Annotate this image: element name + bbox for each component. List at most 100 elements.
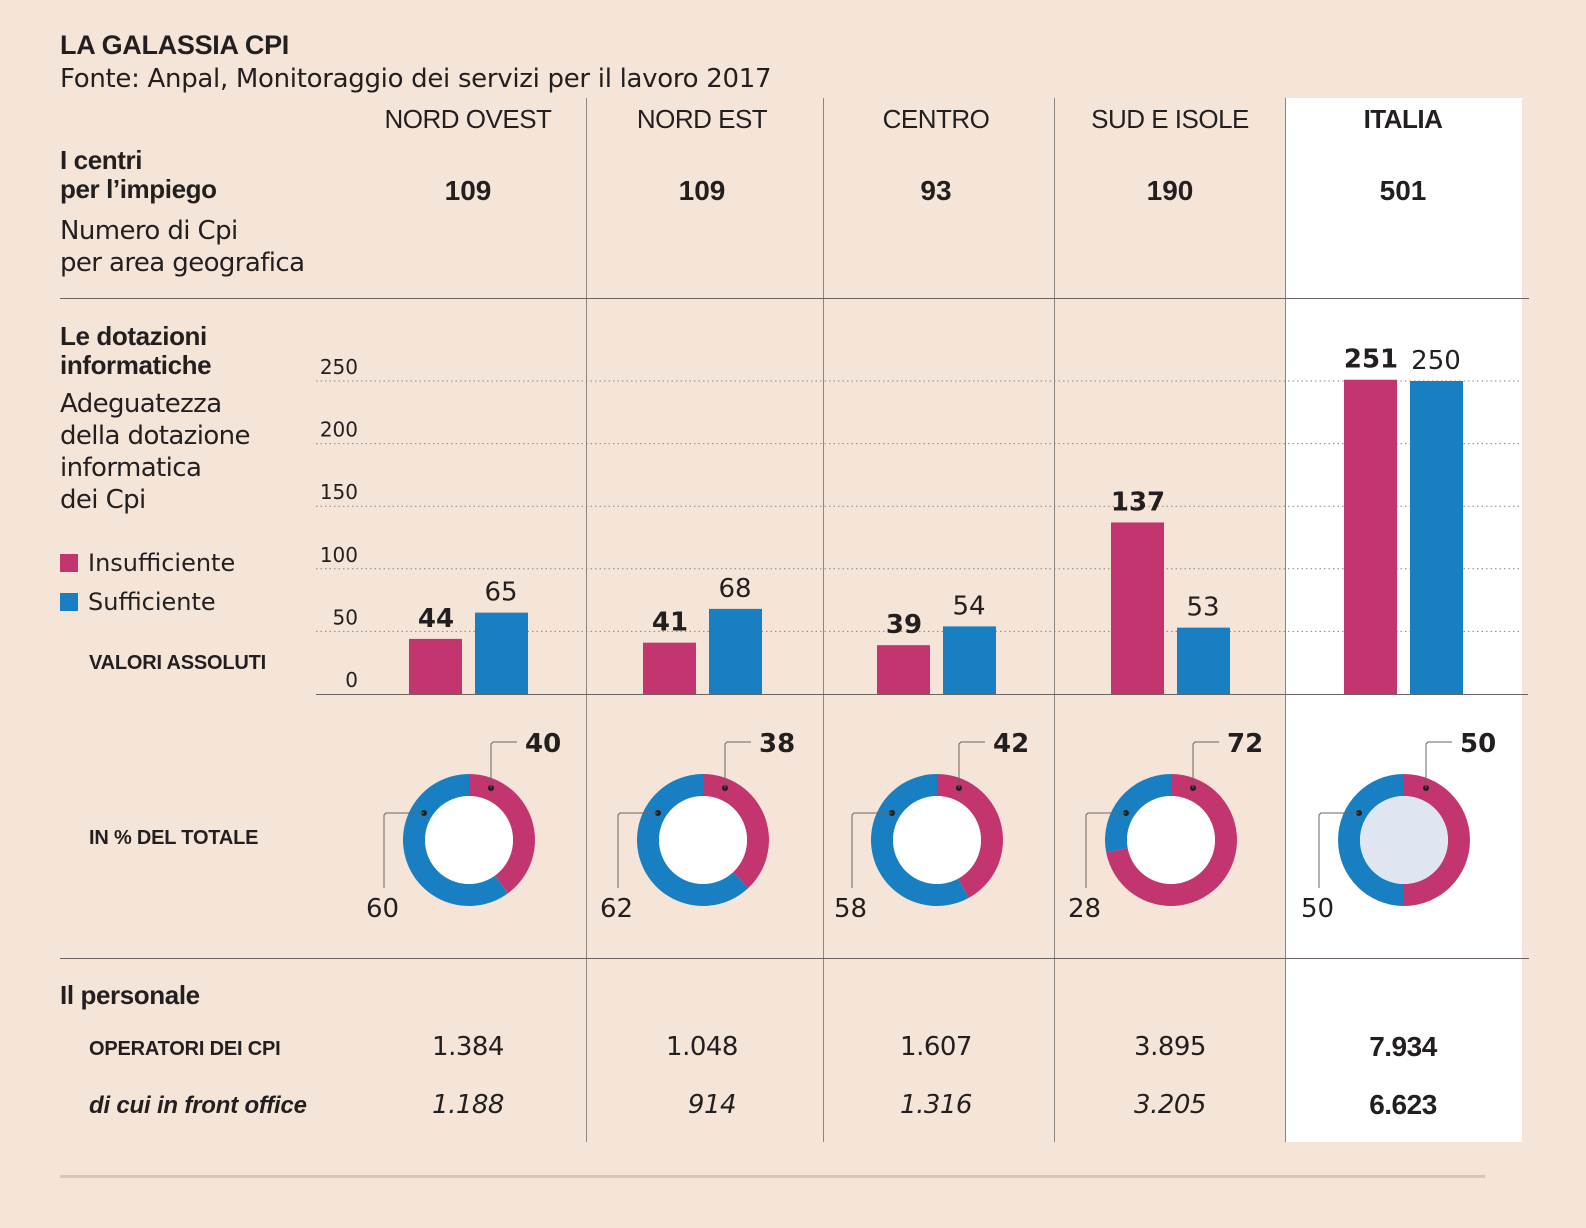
legend-item-sufficiente: Sufficiente: [60, 588, 216, 616]
bar-insufficiente: [1344, 379, 1397, 694]
donut-slice-insufficiente: [1106, 774, 1237, 907]
y-tick-label: 200: [320, 418, 358, 442]
bar-value-label-insufficiente: 137: [1111, 487, 1165, 517]
section-desc-line: Adeguatezza: [60, 389, 222, 419]
section-title-centri: I centri per l’impiego: [60, 146, 217, 204]
y-tick-label: 50: [333, 605, 358, 629]
section-desc-line: dei Cpi: [60, 485, 146, 515]
donut-center: [893, 796, 981, 884]
section-divider: [60, 958, 1529, 959]
column-header-nord-ovest: NORD OVEST: [384, 104, 552, 134]
column-header-nord-est: NORD EST: [636, 104, 768, 134]
section-title-line: per l’impiego: [60, 174, 217, 204]
bars-caption: VALORI ASSOLUTI: [89, 652, 267, 674]
bar-value-label-insufficiente: 251: [1344, 345, 1398, 375]
donut-label-sufficiente: 60: [366, 894, 399, 924]
bar-insufficiente: [643, 642, 696, 694]
bar-value-label-sufficiente: 53: [1186, 593, 1219, 623]
bar-value-label-insufficiente: 44: [418, 604, 454, 634]
front-office-italia: 6.623: [1369, 1089, 1437, 1120]
donut-charts: 40 60 38 62 42 58 72 28 50 50: [366, 729, 1496, 924]
section-desc-centri: Numero di Cpi per area geografica: [60, 215, 305, 279]
section-title-line: informatiche: [60, 350, 212, 380]
bar-chart-bars: 44 65 41 68 39 54 137 53 251 250: [409, 345, 1463, 694]
cpi-count-nord-est: 109: [678, 175, 726, 206]
donut-slice-insufficiente: [937, 774, 1003, 898]
chart-title: LA GALASSIA CPI: [60, 30, 290, 60]
operatori-centro: 1.607: [900, 1032, 972, 1062]
bar-sufficiente: [943, 626, 996, 694]
leader-line: [958, 741, 985, 788]
leader-line: [617, 812, 658, 888]
bar-insufficiente: [409, 638, 462, 694]
bar-value-label-sufficiente: 250: [1411, 346, 1461, 376]
section-desc-dotazioni: Adeguatezza della dotazione informatica …: [60, 388, 251, 516]
section-title-line: Le dotazioni: [60, 321, 207, 351]
front-office-centro: 1.316: [900, 1090, 972, 1120]
front-office-nord-ovest: 1.188: [432, 1090, 504, 1120]
donut-slice-insufficiente: [703, 774, 769, 889]
cpi-count-nord-ovest: 109: [444, 175, 492, 206]
section-desc-line: per area geografica: [60, 248, 305, 278]
cpi-count-centro: 93: [920, 175, 952, 206]
legend-label: Insufficiente: [88, 549, 236, 577]
bar-sufficiente: [475, 612, 528, 694]
donut-center: [425, 796, 513, 884]
italia-highlight-panel: [1285, 98, 1522, 1142]
operatori-nord-est: 1.048: [666, 1032, 738, 1062]
leader-line: [383, 812, 424, 888]
y-tick-label: 0: [345, 668, 358, 692]
bar-sufficiente: [1177, 627, 1230, 694]
legend-item-insufficiente: Insufficiente: [60, 549, 235, 577]
donut-label-sufficiente: 28: [1068, 894, 1101, 924]
operatori-nord-ovest: 1.384: [432, 1032, 504, 1062]
operatori-sud-e-isole: 3.895: [1134, 1032, 1206, 1062]
bar-value-label-insufficiente: 39: [886, 610, 922, 640]
donut-label-insufficiente: 72: [1227, 729, 1263, 759]
legend-swatch-sufficiente: [60, 593, 78, 611]
front-office-nord-est: 914: [687, 1090, 737, 1120]
leader-line: [490, 741, 517, 788]
donut-center: [1360, 796, 1448, 884]
section-divider: [60, 298, 1529, 299]
donut-slice-sufficiente: [637, 774, 749, 906]
section-title-line: I centri: [60, 145, 143, 175]
donut-slice-sufficiente: [871, 774, 969, 907]
bar-value-label-sufficiente: 65: [484, 578, 517, 608]
bar-value-label-sufficiente: 54: [952, 591, 985, 621]
legend-label: Sufficiente: [88, 588, 216, 616]
donut-slice-sufficiente: [1105, 774, 1171, 853]
donut-label-sufficiente: 58: [834, 894, 867, 924]
row-label-operatori: OPERATORI DEI CPI: [89, 1038, 281, 1060]
column-header-centro: CENTRO: [882, 104, 990, 134]
donut-center: [1127, 796, 1215, 884]
bar-chart-grid: 0 50 100 150 200 250: [316, 355, 1528, 695]
column-header-sud-e-isole: SUD E ISOLE: [1091, 104, 1249, 134]
y-tick-label: 250: [320, 355, 358, 379]
donut-center: [659, 796, 747, 884]
y-tick-label: 100: [320, 543, 358, 567]
donut-label-insufficiente: 38: [759, 729, 795, 759]
section-desc-line: della dotazione: [60, 421, 251, 451]
column-divider: [823, 98, 824, 1142]
y-tick-label: 150: [320, 480, 358, 504]
leader-line: [851, 812, 892, 888]
column-header-italia: ITALIA: [1363, 104, 1443, 134]
bar-sufficiente: [1410, 381, 1463, 694]
donut-slice-sufficiente: [1337, 774, 1404, 906]
chart-source: Fonte: Anpal, Monitoraggio dei servizi p…: [60, 64, 772, 94]
row-label-front-office: di cui in front office: [89, 1092, 307, 1119]
donut-slice-insufficiente: [1404, 774, 1470, 906]
cpi-count-sud-e-isole: 190: [1146, 175, 1194, 206]
section-title-dotazioni: Le dotazioni informatiche: [60, 321, 212, 380]
leader-line: [1192, 741, 1219, 788]
donut-label-insufficiente: 42: [993, 729, 1029, 759]
bar-insufficiente: [1111, 522, 1164, 694]
donut-slice-sufficiente: [403, 774, 508, 906]
bar-value-label-insufficiente: 41: [652, 608, 688, 638]
section-desc-line: Numero di Cpi: [60, 216, 238, 246]
operatori-italia: 7.934: [1369, 1031, 1437, 1062]
column-divider: [586, 98, 587, 1142]
donut-label-insufficiente: 50: [1460, 729, 1496, 759]
